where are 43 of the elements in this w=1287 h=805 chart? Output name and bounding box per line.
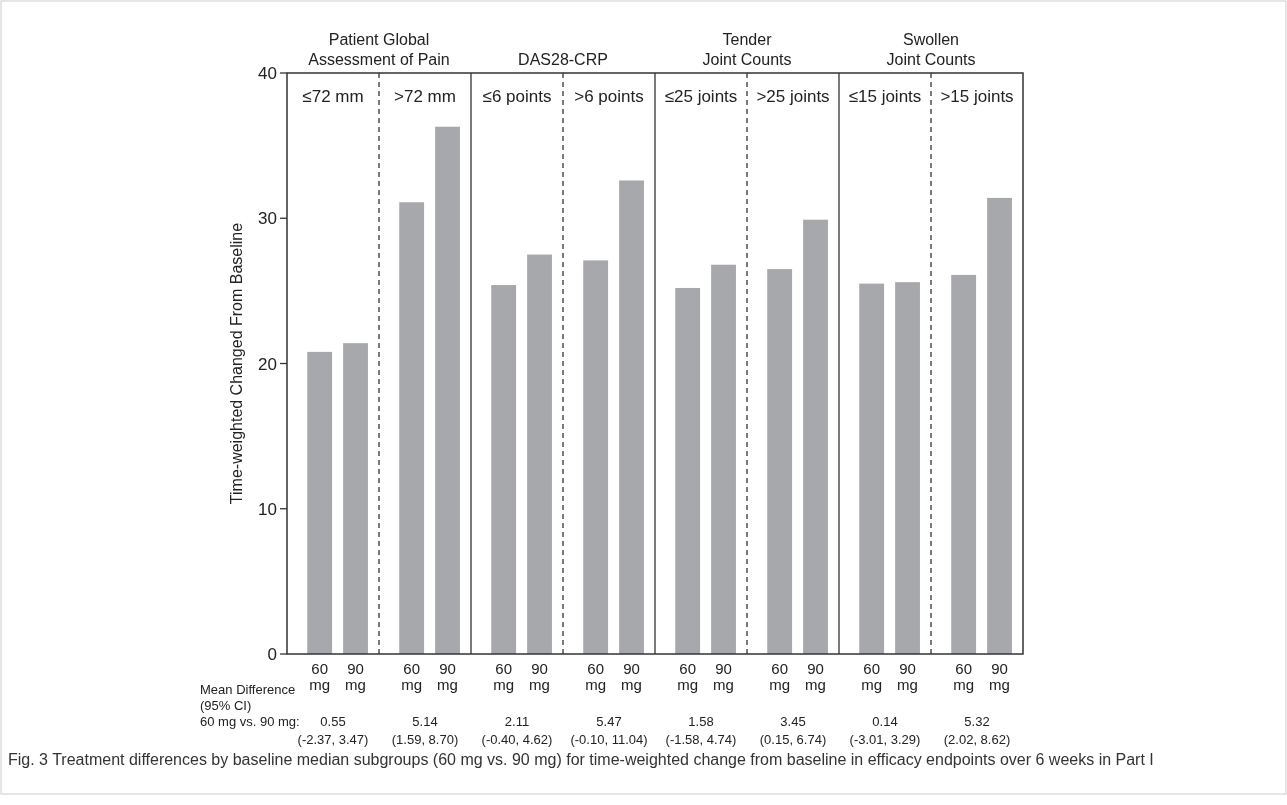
annotation: ≤15 joints [848,87,922,106]
x-tick-label: 60 mg [309,660,331,693]
annotation: >6 points [574,87,644,106]
x-tick-label: 60 mg [677,660,699,693]
text: 5.47 (-0.10, 11.04) [570,714,648,747]
text: Swollen Joint Counts [886,31,976,68]
x-tick-label: 90 mg [529,660,550,693]
x-tick-label: 60 mg [953,660,975,693]
x-tick-label: 90 mg [345,660,366,693]
text: Tender Joint Counts [702,31,792,68]
annotation: >72 mm [394,87,456,106]
text: Patient Global Assessment of Pain [308,31,450,68]
y-axis-title: Time-weighted Changed From Baseline [228,222,245,505]
text: 0.14 (-3.01, 3.29) [849,714,921,747]
x-tick-label: 90 mg [805,660,826,693]
y-tick-label: 40 [258,64,277,83]
annotation: ≤72 mm [302,87,364,106]
caption: Fig. 3 Treatment differences by baseline median subgroups (60 mg vs. 90 mg) for time-weighted change from baseline in efficacy endpoints over 6 weeks in Part I [8,750,1155,770]
x-tick-label: 60 mg [493,660,515,693]
y-tick-label: 20 [258,354,277,374]
text: 5.14 (1.59, 8.70) [391,714,459,747]
text: 2.11 (-0.40, 4.62) [481,714,553,747]
text: DAS28-CRP [518,51,608,68]
y-tick-label: 10 [258,499,277,519]
text: Mean Difference (95% CI) 60 mg vs. 90 mg: [200,682,300,729]
annotation: >15 joints [940,87,1014,106]
annotation: >25 joints [756,87,830,106]
x-tick-label: 90 mg [713,660,734,693]
x-tick-label: 60 mg [401,660,423,693]
text: 1.58 (-1.58, 4.74) [665,714,737,747]
x-tick-label: 90 mg [621,660,642,693]
x-tick-label: 90 mg [897,660,918,693]
y-tick-label: 0 [267,645,277,664]
annotation: ≤6 points [482,87,552,106]
x-tick-label: 90 mg [989,660,1010,693]
x-tick-label: 60 mg [585,660,607,693]
text: 5.32 (2.02, 8.62) [943,714,1011,747]
annotation: ≤25 joints [664,87,738,106]
x-tick-label: 90 mg [437,660,458,693]
x-tick-label: 60 mg [769,660,791,693]
x-tick-label: 60 mg [861,660,883,693]
text: 3.45 (0.15, 6.74) [759,714,827,747]
y-tick-label: 30 [258,209,277,229]
